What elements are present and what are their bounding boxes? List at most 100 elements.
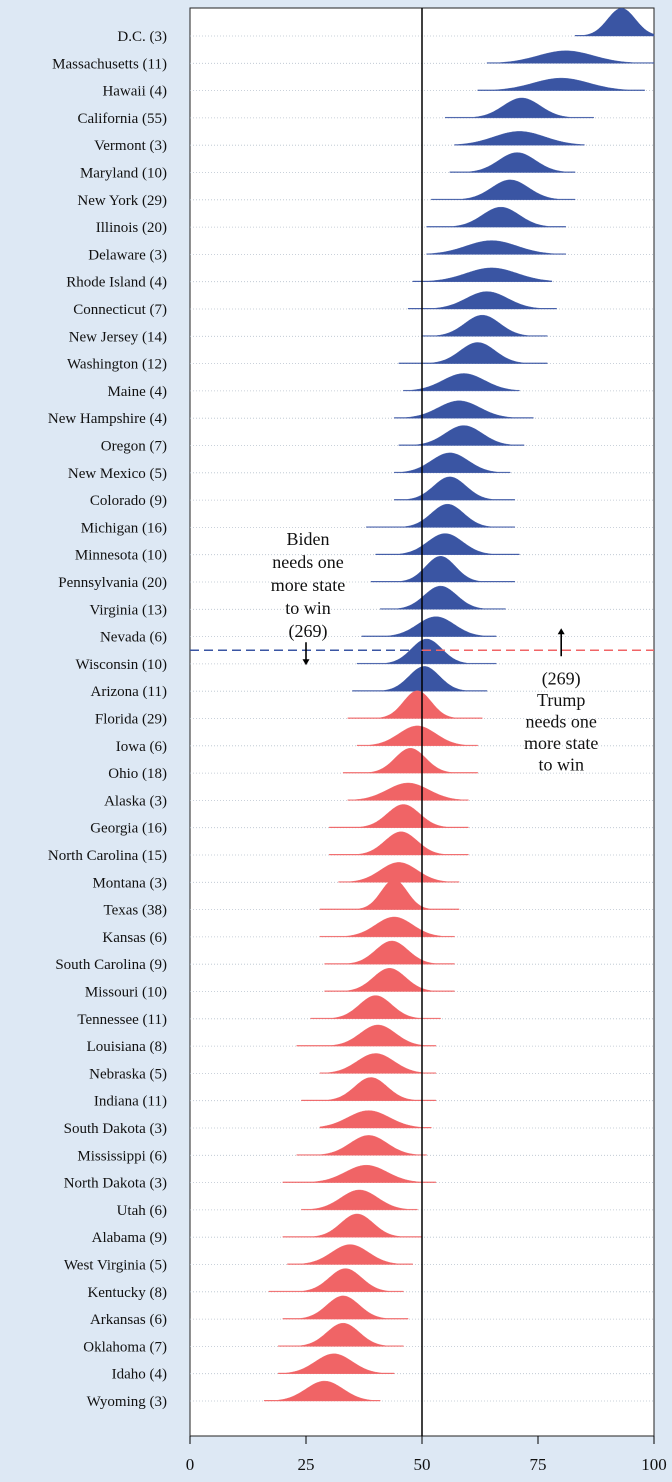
ridge-colorado-9	[394, 476, 515, 501]
label-virginia-13: Virginia (13)	[89, 602, 167, 618]
ridge-nevada-6	[361, 616, 497, 637]
ridge-illinois-20	[426, 207, 566, 228]
label-maryland-10: Maryland (10)	[80, 166, 167, 182]
label-minnesota-10: Minnesota (10)	[75, 548, 167, 564]
biden-annotation-line: needs one	[272, 552, 343, 572]
label-iowa-6: Iowa (6)	[116, 739, 167, 755]
ridge-washington-12	[398, 342, 548, 364]
x-axis: 0 25 50 75 100	[186, 1436, 667, 1474]
label-new-mexico-5: New Mexico (5)	[68, 466, 167, 482]
ridge-pennsylvania-20	[370, 556, 515, 583]
label-west-virginia-5: West Virginia (5)	[64, 1258, 167, 1274]
trump-annotation-line: more state	[524, 733, 598, 753]
ridge-alabama-9	[282, 1213, 423, 1238]
label-nebraska-5: Nebraska (5)	[89, 1066, 167, 1082]
ridge-kentucky-8	[268, 1268, 404, 1292]
label-ohio-18: Ohio (18)	[108, 766, 167, 782]
ridge-iowa-6	[356, 725, 478, 746]
label-delaware-3: Delaware (3)	[88, 247, 167, 263]
label-florida-29: Florida (29)	[95, 712, 167, 728]
ridge-virginia-13	[380, 585, 506, 610]
ridge-vermont-3	[454, 131, 585, 146]
ridge-missouri-10	[324, 968, 455, 992]
label-missouri-10: Missouri (10)	[85, 985, 167, 1001]
ridge-texas-38	[319, 879, 460, 910]
ridge-maryland-10	[449, 152, 576, 173]
ridge-oklahoma-7	[278, 1323, 404, 1347]
ridge-new-york-29	[431, 179, 576, 200]
ridge-arkansas-6	[282, 1295, 409, 1320]
ridge-wisconsin-10	[356, 638, 497, 665]
biden-annotation-line: more state	[271, 575, 345, 595]
label-oklahoma-7: Oklahoma (7)	[83, 1339, 167, 1355]
label-new-hampshire-4: New Hampshire (4)	[48, 411, 167, 427]
ridge-south-carolina-9	[324, 940, 455, 965]
ridge-new-hampshire-4	[394, 400, 534, 419]
trump-annotation-line: (269)	[542, 668, 581, 689]
ridge-wyoming-3	[264, 1380, 381, 1402]
ridge-alaska-3	[347, 782, 469, 801]
biden-arrow-head	[302, 659, 310, 666]
ridge-tennessee-11	[310, 995, 441, 1019]
label-wyoming-3: Wyoming (3)	[87, 1394, 167, 1410]
ridge-oregon-7	[398, 425, 525, 446]
label-texas-38: Texas (38)	[103, 903, 167, 919]
biden-annotation-line: Biden	[287, 529, 330, 549]
ridge-connecticut-7	[407, 291, 557, 310]
label-pennsylvania-20: Pennsylvania (20)	[58, 575, 167, 591]
label-washington-12: Washington (12)	[67, 357, 167, 373]
ridge-indiana-11	[301, 1077, 437, 1101]
ridge-massachusetts-11	[486, 50, 655, 64]
label-north-carolina-15: North Carolina (15)	[48, 848, 167, 864]
ridge-rhode-island-4	[412, 267, 553, 282]
label-idaho-4: Idaho (4)	[112, 1367, 167, 1383]
state-labels: D.C. (3) Massachusetts (11) Hawaii (4) Cali…	[48, 29, 167, 1410]
label-georgia-16: Georgia (16)	[90, 821, 167, 837]
label-tennessee-11: Tennessee (11)	[77, 1012, 167, 1028]
label-utah-6: Utah (6)	[117, 1203, 167, 1219]
ridge-idaho-4	[278, 1353, 395, 1374]
ridge-delaware-3	[426, 240, 566, 255]
label-maine-4: Maine (4)	[107, 384, 167, 400]
label-arizona-11: Arizona (11)	[91, 684, 168, 700]
ridge-florida-29	[347, 690, 483, 719]
ridge-utah-6	[301, 1189, 418, 1211]
ridge-new-jersey-14	[421, 315, 548, 337]
biden-annotation-line: (269)	[289, 621, 328, 642]
x-tick-label-25: 25	[298, 1455, 315, 1474]
ridge-georgia-16	[329, 804, 469, 828]
trump-annotation-line: needs one	[525, 711, 596, 731]
ridge-north-carolina-15	[329, 831, 469, 856]
label-arkansas-6: Arkansas (6)	[90, 1312, 167, 1328]
x-tick-label-75: 75	[530, 1455, 547, 1474]
ridge-d-c-3	[574, 8, 655, 37]
ridge-north-dakota-3	[282, 1165, 437, 1183]
x-tick-label-50: 50	[414, 1455, 431, 1474]
label-alabama-9: Alabama (9)	[92, 1230, 167, 1246]
label-rhode-island-4: Rhode Island (4)	[66, 275, 167, 291]
label-california-55: California (55)	[77, 111, 167, 127]
label-d-c-3: D.C. (3)	[117, 29, 167, 45]
label-illinois-20: Illinois (20)	[96, 220, 167, 236]
label-hawaii-4: Hawaii (4)	[102, 84, 167, 100]
label-nevada-6: Nevada (6)	[100, 630, 167, 646]
label-wisconsin-10: Wisconsin (10)	[76, 657, 167, 673]
label-new-york-29: New York (29)	[77, 193, 167, 209]
ridge-montana-3	[338, 862, 460, 883]
label-colorado-9: Colorado (9)	[90, 493, 167, 509]
label-vermont-3: Vermont (3)	[94, 138, 167, 154]
label-new-jersey-14: New Jersey (14)	[69, 329, 167, 345]
ridge-louisiana-8	[296, 1024, 437, 1047]
trump-annotation-line: Trump	[537, 690, 585, 710]
ridge-michigan-16	[366, 504, 515, 528]
ridge-california-55	[445, 97, 594, 119]
state-distributions	[264, 8, 655, 1402]
x-tick-label-0: 0	[186, 1455, 195, 1474]
ridge-kansas-6	[319, 916, 455, 938]
ridge-mississippi-6	[296, 1135, 427, 1156]
label-alaska-3: Alaska (3)	[104, 793, 167, 809]
label-mississippi-6: Mississippi (6)	[77, 1148, 167, 1164]
ridge-minnesota-10	[375, 533, 520, 555]
